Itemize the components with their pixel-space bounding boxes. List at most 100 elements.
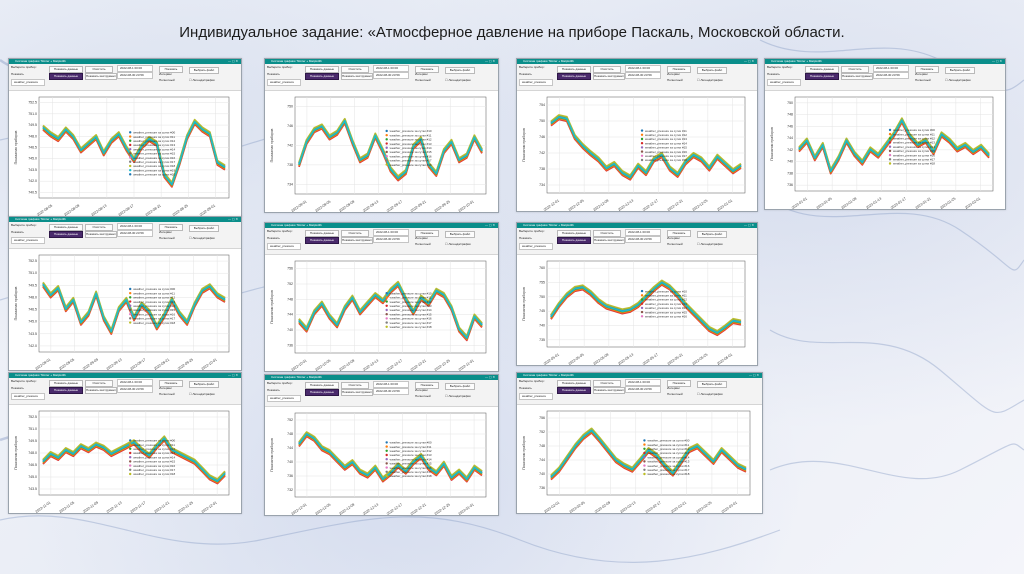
window-controls[interactable]: — ▢ ✕ — [227, 217, 238, 221]
show-instruments-button[interactable]: Показать инструменты — [85, 387, 117, 394]
date-start-field[interactable]: 2022-08-1 00:00 — [625, 229, 661, 236]
show-data-selected-button[interactable]: Показать данные — [49, 231, 83, 238]
checkbox-legend[interactable]: ☐ Легенда/график — [445, 78, 471, 82]
date-start-field[interactable]: 2022-08-1 00:00 — [625, 65, 661, 72]
checkbox-legend[interactable]: ☐ Легенда/график — [697, 242, 723, 246]
show-instruments-button[interactable]: Показать инструменты — [341, 73, 373, 80]
show-button[interactable]: Показать — [915, 66, 939, 73]
show-data-button[interactable]: Показать данные — [557, 230, 591, 237]
show-data-button[interactable]: Показать данные — [49, 380, 83, 387]
show-data-button[interactable]: Показать данные — [557, 66, 591, 73]
date-end-field[interactable]: 2022-08-30 23:59 — [625, 72, 661, 79]
date-end-field[interactable]: 2022-08-30 23:59 — [117, 72, 153, 79]
show-data-selected-button[interactable]: Показать данные — [305, 73, 339, 80]
checkbox-legend[interactable]: ☐ Легенда/график — [945, 78, 971, 82]
checkbox-legend[interactable]: ☐ Легенда/график — [697, 392, 723, 396]
window-controls[interactable]: — ▢ ✕ — [227, 59, 238, 63]
show-instruments-button[interactable]: Показать инструменты — [85, 231, 117, 238]
show-instruments-button[interactable]: Показать инструменты — [593, 387, 625, 394]
show-data-selected-button[interactable]: Показать данные — [49, 73, 83, 80]
show-data-button[interactable]: Показать данные — [49, 66, 83, 73]
show-data-selected-button[interactable]: Показать данные — [557, 73, 591, 80]
choose-file-button[interactable]: Выбрать файл — [445, 383, 475, 390]
show-button[interactable]: Показать — [667, 380, 691, 387]
date-end-field[interactable]: 2022-08-30 23:59 — [117, 230, 153, 237]
window-controls[interactable]: — ▢ ✕ — [484, 375, 495, 379]
clear-button[interactable]: Очистить — [341, 382, 369, 389]
selected-field-input[interactable]: weather_pressure — [519, 243, 553, 250]
checkbox-legend[interactable]: ☐ Легенда/график — [189, 78, 215, 82]
show-instruments-button[interactable]: Показать инструменты — [85, 73, 117, 80]
show-button[interactable]: Показать — [415, 230, 439, 237]
date-start-field[interactable]: 2022-08-1 00:00 — [117, 65, 153, 72]
show-button[interactable]: Показать — [159, 224, 183, 231]
clear-button[interactable]: Очистить — [341, 66, 369, 73]
date-start-field[interactable]: 2022-08-1 00:00 — [373, 229, 409, 236]
clear-button[interactable]: Очистить — [593, 230, 621, 237]
show-data-selected-button[interactable]: Показать данные — [305, 389, 339, 396]
show-button[interactable]: Показать — [667, 230, 691, 237]
date-end-field[interactable]: 2022-08-30 23:59 — [625, 386, 661, 393]
show-instruments-button[interactable]: Показать инструменты — [593, 73, 625, 80]
clear-button[interactable]: Очистить — [85, 66, 113, 73]
window-controls[interactable]: — ▢ ✕ — [227, 373, 238, 377]
choose-file-button[interactable]: Выбрать файл — [445, 67, 475, 74]
selected-field-input[interactable]: weather_pressure — [519, 393, 553, 400]
show-instruments-button[interactable]: Показать инструменты — [341, 237, 373, 244]
choose-file-button[interactable]: Выбрать файл — [445, 231, 475, 238]
show-data-button[interactable]: Показать данные — [49, 224, 83, 231]
show-data-selected-button[interactable]: Показать данные — [805, 73, 839, 80]
window-controls[interactable]: — ▢ ✕ — [991, 59, 1002, 63]
date-end-field[interactable]: 2022-08-30 23:59 — [373, 72, 409, 79]
selected-field-input[interactable]: weather_pressure — [267, 243, 301, 250]
selected-field-input[interactable]: weather_pressure — [267, 395, 301, 402]
choose-file-button[interactable]: Выбрать файл — [697, 67, 727, 74]
show-button[interactable]: Показать — [415, 66, 439, 73]
date-start-field[interactable]: 2022-08-1 00:00 — [373, 381, 409, 388]
checkbox-legend[interactable]: ☐ Легенда/график — [445, 242, 471, 246]
show-data-selected-button[interactable]: Показать данные — [305, 237, 339, 244]
show-button[interactable]: Показать — [415, 382, 439, 389]
date-start-field[interactable]: 2022-08-1 00:00 — [117, 379, 153, 386]
show-data-selected-button[interactable]: Показать данные — [557, 237, 591, 244]
clear-button[interactable]: Очистить — [841, 66, 869, 73]
date-end-field[interactable]: 2022-08-30 23:59 — [117, 386, 153, 393]
date-start-field[interactable]: 2022-08-1 00:00 — [117, 223, 153, 230]
show-button[interactable]: Показать — [159, 380, 183, 387]
show-data-selected-button[interactable]: Показать данные — [557, 387, 591, 394]
selected-field-input[interactable]: weather_pressure — [519, 79, 553, 86]
choose-file-button[interactable]: Выбрать файл — [697, 381, 727, 388]
show-instruments-button[interactable]: Показать инструменты — [341, 389, 373, 396]
window-controls[interactable]: — ▢ ✕ — [484, 223, 495, 227]
checkbox-legend[interactable]: ☐ Легенда/график — [189, 392, 215, 396]
window-controls[interactable]: — ▢ ✕ — [743, 223, 754, 227]
choose-file-button[interactable]: Выбрать файл — [189, 67, 219, 74]
show-instruments-button[interactable]: Показать инструменты — [841, 73, 873, 80]
window-controls[interactable]: — ▢ ✕ — [743, 59, 754, 63]
show-data-button[interactable]: Показать данные — [305, 230, 339, 237]
date-end-field[interactable]: 2022-08-30 23:59 — [373, 236, 409, 243]
selected-field-input[interactable]: weather_pressure — [11, 393, 45, 400]
selected-field-input[interactable]: weather_pressure — [11, 237, 45, 244]
clear-button[interactable]: Очистить — [593, 66, 621, 73]
window-controls[interactable]: — ▢ ✕ — [748, 373, 759, 377]
show-button[interactable]: Показать — [667, 66, 691, 73]
choose-file-button[interactable]: Выбрать файл — [189, 225, 219, 232]
date-start-field[interactable]: 2022-08-1 00:00 — [873, 65, 909, 72]
show-instruments-button[interactable]: Показать инструменты — [593, 237, 625, 244]
checkbox-legend[interactable]: ☐ Легенда/график — [445, 394, 471, 398]
date-start-field[interactable]: 2022-08-1 00:00 — [625, 379, 661, 386]
date-end-field[interactable]: 2022-08-30 23:59 — [873, 72, 909, 79]
date-start-field[interactable]: 2022-08-1 00:00 — [373, 65, 409, 72]
selected-field-input[interactable]: weather_pressure — [267, 79, 301, 86]
choose-file-button[interactable]: Выбрать файл — [189, 381, 219, 388]
date-end-field[interactable]: 2022-08-30 23:59 — [625, 236, 661, 243]
selected-field-input[interactable]: weather_pressure — [11, 79, 45, 86]
show-button[interactable]: Показать — [159, 66, 183, 73]
choose-file-button[interactable]: Выбрать файл — [697, 231, 727, 238]
checkbox-legend[interactable]: ☐ Легенда/график — [189, 236, 215, 240]
selected-field-input[interactable]: weather_pressure — [767, 79, 801, 86]
show-data-button[interactable]: Показать данные — [557, 380, 591, 387]
clear-button[interactable]: Очистить — [341, 230, 369, 237]
clear-button[interactable]: Очистить — [85, 380, 113, 387]
